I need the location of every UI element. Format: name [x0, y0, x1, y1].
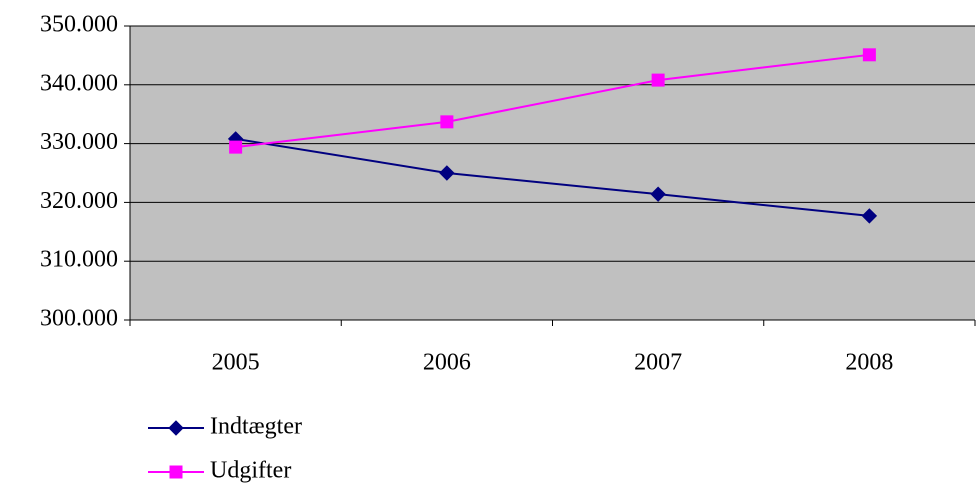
data-point — [861, 208, 878, 224]
series-line — [235, 53, 870, 149]
legend-marker — [169, 465, 183, 479]
y-tick-label: 300.000 — [40, 306, 118, 332]
plot-area — [130, 26, 975, 320]
y-tick-label: 340.000 — [40, 70, 118, 96]
y-tick-label: 320.000 — [40, 188, 118, 214]
legend-label: Indtægter — [210, 414, 302, 440]
x-tick-label: 2008 — [845, 350, 893, 376]
x-tick-label: 2006 — [423, 350, 471, 376]
data-point — [650, 186, 666, 202]
x-tick-label: 2005 — [212, 350, 260, 376]
legend-label: Udgifter — [210, 458, 291, 484]
legend-marker — [168, 420, 184, 436]
data-point — [229, 140, 243, 154]
data-point — [651, 73, 665, 87]
x-tick-label: 2007 — [634, 350, 682, 376]
series-line — [235, 137, 870, 217]
y-tick-label: 350.000 — [40, 12, 118, 38]
data-point — [440, 115, 454, 129]
y-tick-label: 330.000 — [40, 129, 118, 155]
data-point — [439, 165, 455, 181]
y-tick-label: 310.000 — [40, 247, 118, 273]
data-point — [862, 48, 876, 62]
